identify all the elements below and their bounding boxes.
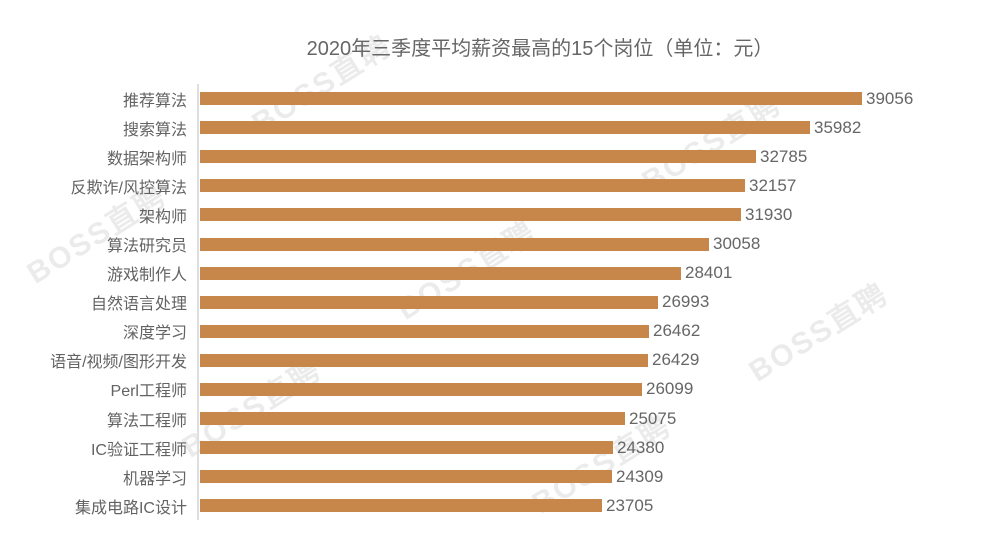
bar [200, 266, 681, 280]
bar-cell: 30058 [197, 229, 1000, 259]
bar [200, 150, 756, 164]
bar-cell: 25075 [197, 404, 1000, 434]
chart-title: 2020年三季度平均薪资最高的15个岗位（单位：元） [306, 38, 774, 60]
category-label: 算法研究员 [106, 238, 187, 256]
category-label: 算法工程师 [106, 412, 187, 430]
bar-cell: 24309 [197, 462, 1000, 492]
bar-cell: 32157 [197, 171, 1000, 201]
bar-row: 推荐算法 39056 [0, 84, 1000, 114]
bar-row: 自然语言处理 26993 [0, 287, 1000, 317]
value-label: 32157 [749, 175, 797, 195]
category-label: 集成电路IC设计 [74, 499, 187, 517]
category-label: IC验证工程师 [90, 441, 187, 459]
bar [200, 121, 810, 135]
bar-cell: 32785 [197, 142, 1000, 172]
bar [200, 412, 625, 426]
bar-row: 深度学习 26462 [0, 316, 1000, 346]
bar [200, 208, 741, 222]
category-label: 机器学习 [122, 470, 187, 488]
bar-row: 搜索算法 35982 [0, 113, 1000, 143]
bar [200, 295, 658, 309]
value-label: 26993 [662, 292, 710, 312]
category-label: 架构师 [138, 208, 187, 226]
bar-cell: 26993 [197, 287, 1000, 317]
bar [200, 353, 648, 367]
category-label: 数据架构师 [106, 150, 187, 168]
value-label: 25075 [629, 408, 677, 428]
category-label: 推荐算法 [122, 92, 187, 110]
bar-rows: 推荐算法 39056 搜索算法 35982 数据架构师 32785 反欺诈/风控算法 3215… [0, 84, 1000, 521]
bar [200, 92, 862, 106]
bar-row: 机器学习 24309 [0, 462, 1000, 492]
bar-cell: 31930 [197, 200, 1000, 230]
bar-row: Perl工程师 26099 [0, 374, 1000, 405]
bar [200, 237, 709, 251]
value-label: 28401 [685, 263, 733, 283]
value-label: 23705 [606, 495, 654, 515]
value-label: 26429 [652, 350, 700, 370]
category-label: 深度学习 [122, 325, 187, 343]
bar-cell: 39056 [197, 84, 1000, 114]
value-label: 35982 [814, 117, 862, 137]
bar [200, 179, 745, 193]
bar-row: IC验证工程师 24380 [0, 433, 1000, 463]
value-label: 24309 [616, 466, 664, 486]
bar [200, 382, 642, 396]
bar-row: 算法研究员 30058 [0, 229, 1000, 259]
category-label: 反欺诈/风控算法 [70, 179, 187, 197]
category-label: 搜索算法 [122, 121, 187, 139]
bar-cell: 26462 [197, 316, 1000, 346]
bar-cell: 26429 [197, 345, 1000, 375]
bar [200, 470, 612, 484]
bar-cell: 28401 [197, 258, 1000, 288]
bar [200, 324, 649, 338]
value-label: 39056 [866, 88, 914, 108]
category-label: 游戏制作人 [106, 267, 187, 285]
bar-row: 集成电路IC设计 23705 [0, 491, 1000, 521]
bar [200, 499, 602, 513]
bar-row: 语音/视频/图形开发 26429 [0, 345, 1000, 375]
bar [200, 441, 613, 455]
bar-row: 架构师 31930 [0, 200, 1000, 230]
value-label: 31930 [745, 204, 793, 224]
bar-cell: 23705 [197, 491, 1000, 521]
bar-row: 反欺诈/风控算法 32157 [0, 171, 1000, 201]
category-label: Perl工程师 [110, 383, 187, 401]
value-label: 30058 [713, 234, 761, 254]
value-label: 26462 [653, 321, 701, 341]
bar-cell: 35982 [197, 113, 1000, 143]
value-label: 32785 [760, 146, 808, 166]
bar-row: 数据架构师 32785 [0, 142, 1000, 172]
bar-row: 游戏制作人 28401 [0, 258, 1000, 288]
value-label: 24380 [617, 437, 665, 457]
value-label: 26099 [646, 379, 694, 399]
bar-row: 算法工程师 25075 [0, 404, 1000, 434]
category-label: 自然语言处理 [90, 296, 187, 314]
category-label: 语音/视频/图形开发 [50, 354, 187, 372]
bar-cell: 24380 [197, 433, 1000, 463]
bar-cell: 26099 [197, 374, 1000, 405]
